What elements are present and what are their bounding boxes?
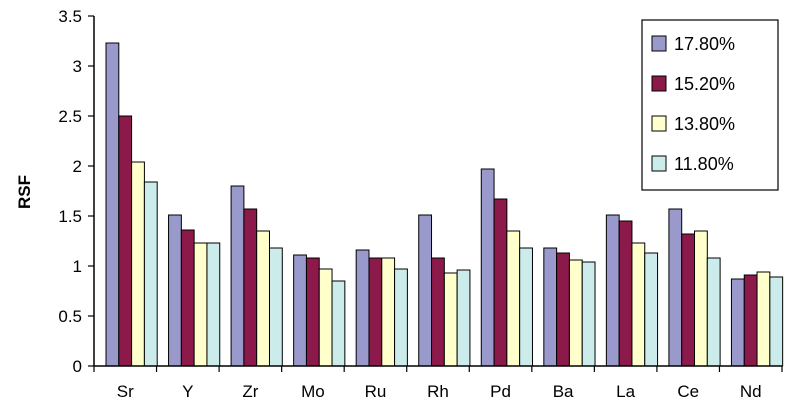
bar-sr-series-4 xyxy=(143,181,158,367)
bar-la-series-2 xyxy=(618,220,633,367)
legend-swatch-series-2 xyxy=(651,75,667,92)
y-tick-labels-group: 0 0.5 1 1.5 2 2.5 3 3.5 xyxy=(58,7,82,376)
bar-nd-series-2 xyxy=(743,274,758,367)
bar-zr-series-4 xyxy=(268,247,283,367)
x-tick-label-pd: Pd xyxy=(490,382,511,401)
legend: 17.80% 15.20% 13.80% 11.80% xyxy=(641,19,779,191)
x-tick-labels-group: Sr Y Zr Mo Ru Rh Pd Ba La Ce Nd xyxy=(117,382,762,401)
x-tick-label-mo: Mo xyxy=(301,382,325,401)
x-tick-label-y: Y xyxy=(182,382,193,401)
bar-pd-series-1 xyxy=(480,168,495,367)
bar-pd-series-4 xyxy=(519,247,533,367)
legend-swatch-series-4 xyxy=(651,155,667,172)
bar-rh-series-2 xyxy=(431,257,445,367)
bar-mo-series-1 xyxy=(293,254,307,367)
y-tick-label: 0 xyxy=(73,357,82,376)
x-tick-label-ba: Ba xyxy=(553,382,574,401)
y-tick-label: 3 xyxy=(73,57,82,76)
x-tick-label-la: La xyxy=(616,382,635,401)
bar-la-series-3 xyxy=(631,242,646,367)
bar-sr-series-1 xyxy=(105,42,120,367)
bar-zr-series-2 xyxy=(243,208,258,367)
x-tick-label-ce: Ce xyxy=(677,382,699,401)
bars-group xyxy=(105,42,784,367)
bar-pd-series-2 xyxy=(493,198,508,367)
bar-mo-series-4 xyxy=(331,280,346,367)
bar-y-series-3 xyxy=(193,242,208,367)
bar-ru-series-3 xyxy=(381,257,396,367)
y-axis-title: RSF xyxy=(15,175,34,209)
bar-pd-series-3 xyxy=(506,230,521,367)
axes-group xyxy=(88,15,783,372)
legend-label-series-4: 11.80% xyxy=(674,154,734,174)
bar-sr-series-2 xyxy=(118,115,133,367)
bar-nd-series-4 xyxy=(769,276,784,367)
bar-nd-series-1 xyxy=(730,278,745,367)
bar-ba-series-1 xyxy=(543,247,558,367)
bar-sr-series-3 xyxy=(131,161,145,367)
bar-nd-series-3 xyxy=(756,271,771,367)
bar-ru-series-2 xyxy=(368,257,383,367)
bar-y-series-4 xyxy=(206,242,221,367)
legend-label-series-1: 17.80% xyxy=(674,34,735,54)
bar-rh-series-4 xyxy=(456,269,471,367)
legend-swatch-series-3 xyxy=(651,115,667,132)
y-tick-label: 1 xyxy=(73,257,82,276)
bar-ru-series-1 xyxy=(355,249,370,367)
y-tick-label: 2.5 xyxy=(58,107,82,126)
legend-label-series-3: 13.80% xyxy=(674,114,735,134)
bar-ba-series-3 xyxy=(568,259,583,367)
bar-ce-series-3 xyxy=(694,230,708,367)
bar-ce-series-1 xyxy=(668,208,683,367)
x-tick-label-zr: Zr xyxy=(242,382,258,401)
bar-ru-series-4 xyxy=(394,268,408,367)
bar-y-series-1 xyxy=(168,214,182,367)
bar-ba-series-4 xyxy=(581,261,596,367)
x-tick-label-nd: Nd xyxy=(740,382,762,401)
bar-ce-series-4 xyxy=(706,257,721,367)
y-tick-label: 3.5 xyxy=(58,7,82,26)
y-tick-label: 2 xyxy=(73,157,82,176)
bar-y-series-2 xyxy=(180,229,195,367)
bar-rh-series-1 xyxy=(418,214,433,367)
bar-ce-series-2 xyxy=(681,233,696,367)
legend-swatch-series-1 xyxy=(651,35,667,52)
bar-zr-series-1 xyxy=(230,185,245,367)
y-tick-label: 1.5 xyxy=(58,207,82,226)
bar-la-series-1 xyxy=(605,214,620,367)
bar-zr-series-3 xyxy=(256,230,270,367)
x-tick-label-sr: Sr xyxy=(117,382,134,401)
bar-mo-series-2 xyxy=(305,257,320,367)
y-axis-title-group: RSF xyxy=(15,175,34,209)
bar-rh-series-3 xyxy=(443,272,458,367)
bar-ba-series-2 xyxy=(556,252,570,367)
bar-mo-series-3 xyxy=(318,268,333,367)
x-tick-label-rh: Rh xyxy=(427,382,449,401)
bar-la-series-4 xyxy=(644,252,659,367)
legend-label-series-2: 15.20% xyxy=(674,74,735,94)
y-tick-label: 0.5 xyxy=(58,307,82,326)
x-tick-label-ru: Ru xyxy=(365,382,387,401)
